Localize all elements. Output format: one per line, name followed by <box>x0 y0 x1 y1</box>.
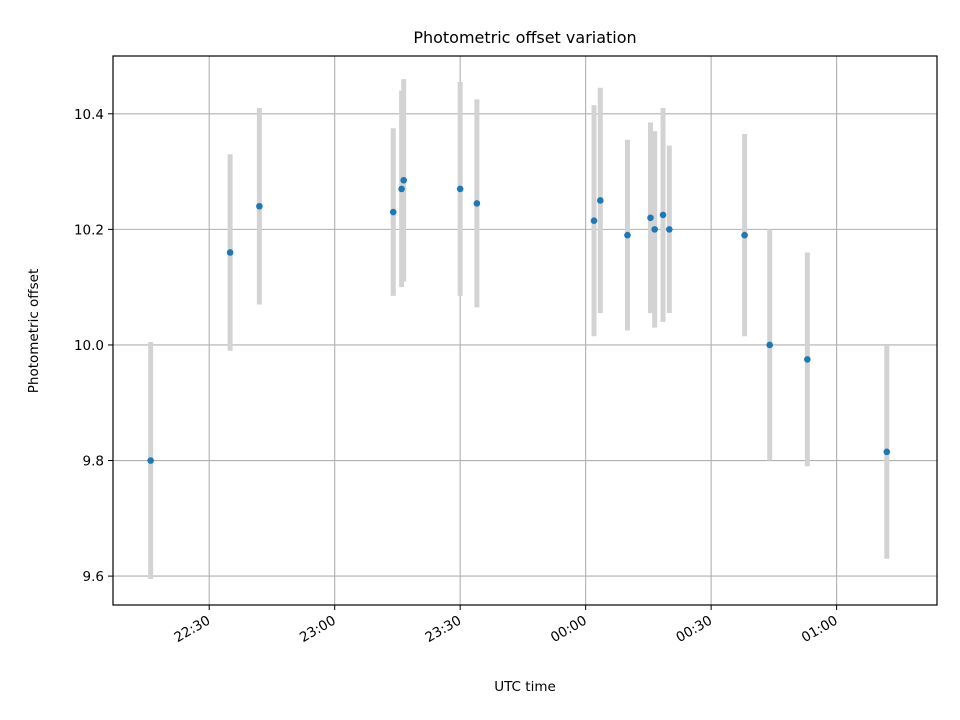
data-point <box>400 176 408 184</box>
data-point <box>456 185 464 193</box>
y-axis-label: Photometric offset <box>26 269 42 393</box>
y-tick-label: 9.6 <box>83 569 104 585</box>
data-point <box>741 231 748 239</box>
y-tick-label: 10.0 <box>74 338 104 354</box>
data-point <box>473 200 481 207</box>
data-point <box>590 217 598 224</box>
x-axis-label: UTC time <box>494 679 556 695</box>
data-point <box>389 208 397 216</box>
y-tick-label: 10.2 <box>74 222 104 238</box>
data-point <box>647 214 654 222</box>
data-point <box>766 341 773 349</box>
data-point <box>804 356 811 363</box>
data-point <box>596 197 604 204</box>
data-point <box>883 448 891 456</box>
data-point <box>398 185 405 193</box>
markers <box>147 176 891 464</box>
y-tick-label: 10.4 <box>74 107 104 123</box>
data-point <box>659 211 667 219</box>
data-point <box>651 226 658 233</box>
data-point <box>226 249 234 256</box>
y-tick-label: 9.8 <box>83 454 104 470</box>
data-point <box>666 226 673 233</box>
chart-title: Photometric offset variation <box>413 28 636 47</box>
plot-frame <box>112 55 938 606</box>
data-point <box>147 457 154 464</box>
data-point <box>624 231 631 239</box>
data-point <box>256 202 263 210</box>
y-axis-ticks: 9.6 9.8 10.0 10.2 10.4 <box>74 107 113 585</box>
